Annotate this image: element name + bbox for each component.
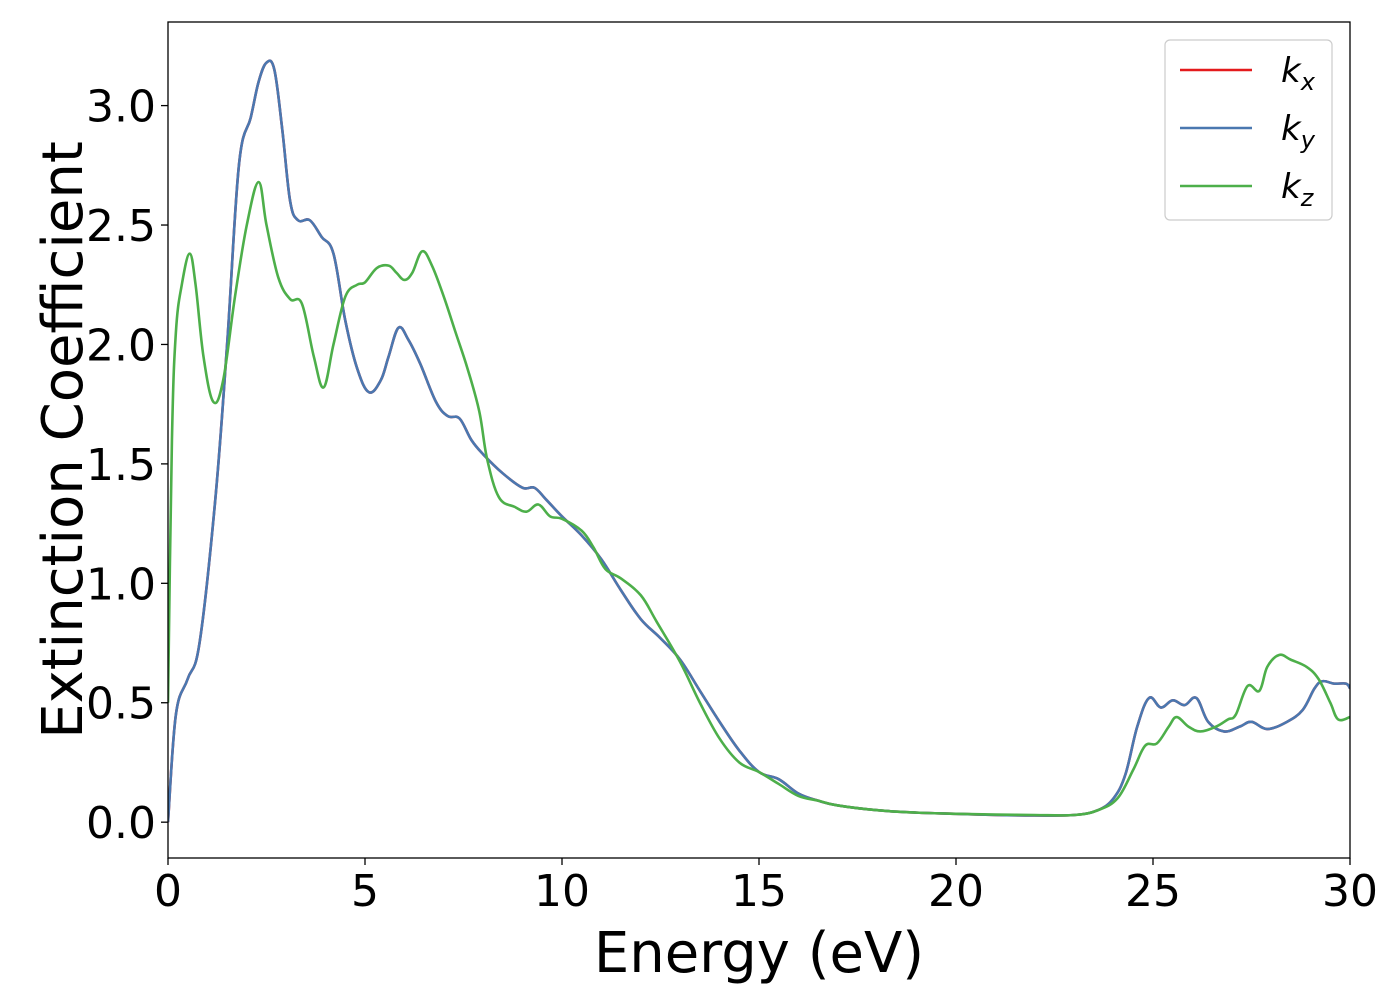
- x-tick-label: 10: [534, 866, 590, 917]
- y-tick-label: 2.0: [86, 320, 156, 371]
- legend-label-ky: ky: [1281, 109, 1316, 154]
- y-tick-label: 3.0: [86, 82, 156, 133]
- y-tick-label: 1.5: [86, 440, 156, 491]
- ticks-layer: 0 5 10 15 20 25 30 0.0 0.5 1.0 1.5 2.0 2.5 3.0: [86, 82, 1378, 917]
- legend: kx ky kz: [1164, 39, 1333, 221]
- x-tick-label: 15: [731, 866, 787, 917]
- x-tick-label: 0: [154, 866, 182, 917]
- x-axis-label: Energy (eV): [594, 921, 924, 986]
- y-tick-label: 0.0: [86, 798, 156, 849]
- y-axis-label: Extinction Coefficient: [31, 141, 96, 739]
- y-tick-label: 1.0: [86, 559, 156, 610]
- y-tick-label: 0.5: [86, 679, 156, 730]
- series-line-kz: [168, 180, 1350, 817]
- legend-label-kx: kx: [1281, 51, 1316, 96]
- legend-label-kz: kz: [1281, 167, 1315, 212]
- legend-frame: [1164, 39, 1333, 221]
- y-tick-label: 2.5: [86, 201, 156, 252]
- x-tick-label: 20: [928, 866, 984, 917]
- x-tick-label: 5: [351, 866, 379, 917]
- series-layer: [168, 59, 1350, 823]
- x-tick-label: 30: [1322, 866, 1378, 917]
- x-tick-label: 25: [1125, 866, 1181, 917]
